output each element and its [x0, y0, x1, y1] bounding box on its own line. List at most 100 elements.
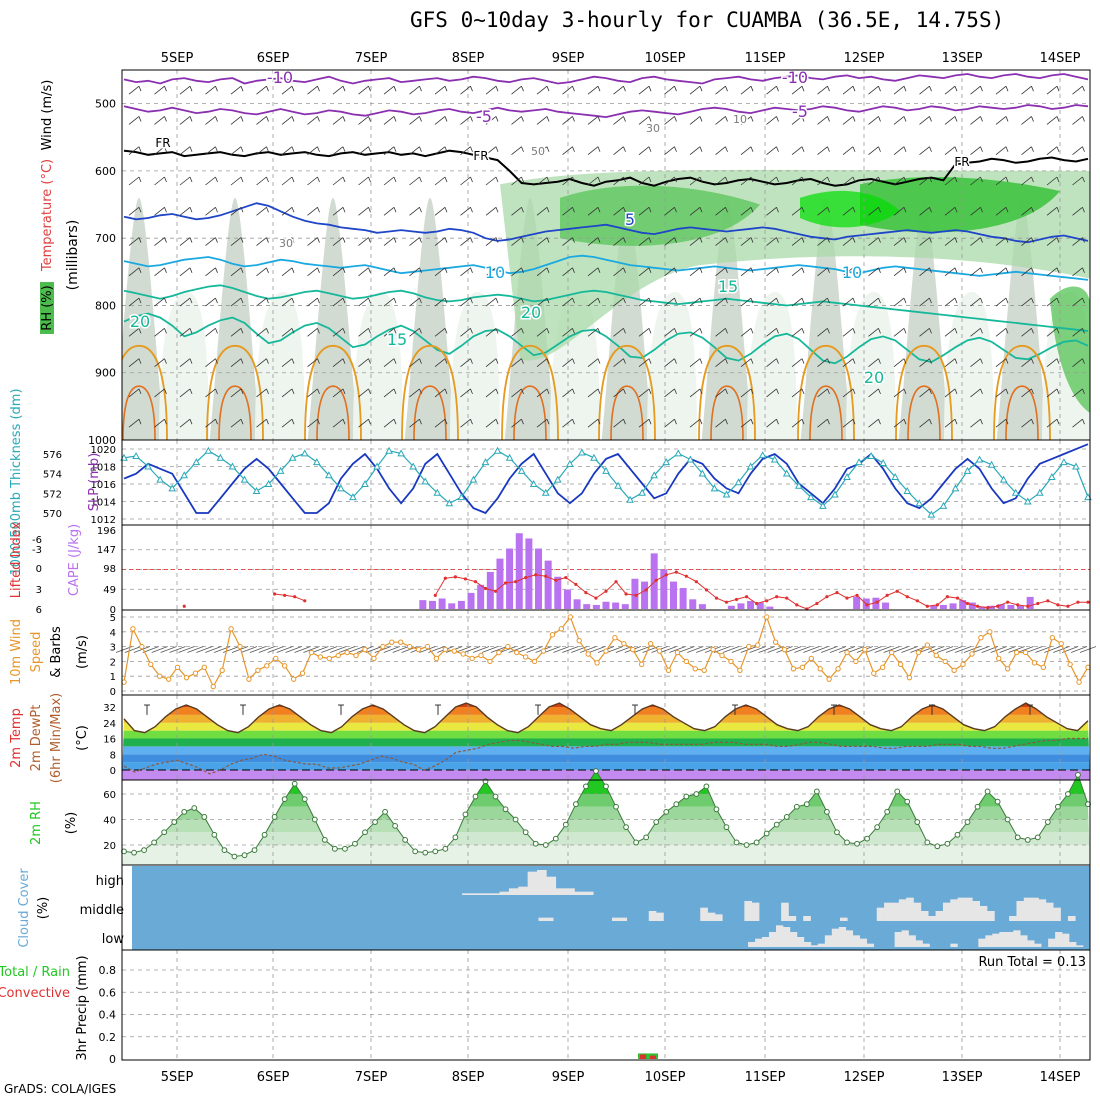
wind-barb	[944, 328, 956, 337]
wind-barb	[623, 267, 626, 273]
wind-barb	[368, 207, 371, 213]
cloud-bar	[656, 912, 664, 921]
wind-barb	[138, 207, 142, 213]
wind-barb	[878, 86, 881, 92]
wind-barb	[495, 297, 499, 304]
wind-barb	[817, 297, 828, 307]
rh2m-point	[412, 848, 419, 855]
wind-barb	[1072, 418, 1083, 428]
wind-barb	[740, 267, 752, 277]
isotherm-line	[598, 344, 656, 440]
wind-speed-point	[442, 646, 449, 653]
cloud-bar	[845, 930, 854, 947]
wind-barb	[929, 146, 932, 152]
wind-barb	[128, 328, 140, 337]
wind-speed-point	[326, 655, 332, 662]
axis-label: Speed	[29, 632, 44, 673]
wind-barb	[495, 419, 499, 425]
wind-barb	[868, 176, 879, 186]
wind-barb	[419, 207, 422, 213]
lifted-index-point	[835, 591, 839, 595]
wind-barb	[842, 116, 854, 125]
cloud-bar	[979, 906, 988, 921]
wind-barb	[393, 207, 397, 213]
wind-barb	[332, 388, 344, 398]
wind-barb	[409, 146, 420, 156]
rh2m-point	[472, 793, 479, 800]
rh2m-point	[542, 842, 549, 848]
wind-speed-point	[683, 658, 690, 665]
wind-barb	[638, 146, 650, 156]
wind-barb	[852, 86, 856, 92]
rh2m-point	[984, 788, 991, 795]
rh2m-point	[1075, 771, 1081, 778]
tick-label: 576	[43, 450, 62, 461]
wind-barb	[332, 85, 344, 95]
wind-speed-point	[1013, 649, 1020, 656]
wind-barb	[495, 207, 499, 213]
lifted-index-point	[996, 604, 1000, 608]
wind-barb	[725, 419, 728, 425]
rh2m-point	[663, 808, 670, 815]
wind-barb	[893, 176, 905, 186]
wind-barb	[240, 116, 244, 122]
cloud-bar	[518, 886, 528, 895]
cloud-bar	[891, 902, 900, 921]
wind-barb	[536, 237, 548, 246]
wind-barb	[725, 176, 728, 183]
wind-barb	[1026, 646, 1043, 653]
wind-barb	[230, 237, 242, 246]
cloud-bar	[1013, 930, 1021, 947]
wind-barb	[393, 358, 397, 364]
wind-speed-point	[424, 643, 431, 650]
wind-barb	[572, 86, 575, 92]
wind-barb	[776, 419, 779, 425]
wind-speed-point	[290, 676, 297, 682]
wind-barb	[868, 85, 879, 95]
wind-barb	[460, 418, 471, 428]
rh2m-point	[552, 835, 559, 842]
wind-speed-point	[433, 655, 440, 662]
axis-label: 2m DewPt	[29, 705, 44, 772]
wind-barb	[536, 146, 548, 156]
wind-barb	[495, 328, 499, 334]
slp-point	[1035, 488, 1044, 496]
axis-label: (6hr Min/Max)	[49, 693, 64, 783]
wind-barb	[587, 388, 599, 398]
wind-barb	[903, 146, 907, 152]
rh2m-point	[492, 793, 499, 800]
wind-barb	[919, 176, 930, 186]
wind-barb	[750, 86, 754, 92]
wind-barb	[240, 146, 244, 152]
wind-barb	[868, 237, 879, 246]
wind-barb	[240, 86, 244, 92]
wind-barb	[1021, 358, 1032, 367]
wind-barb	[990, 646, 1007, 653]
lifted-index-point	[755, 601, 759, 606]
wind-barb	[444, 358, 448, 364]
cape-bar	[939, 604, 947, 609]
wind-barb	[827, 86, 830, 92]
lifted-index-point	[1006, 600, 1010, 604]
wind-speed-point	[621, 640, 627, 647]
dewpoint-line	[123, 737, 1088, 775]
wind-barb	[715, 358, 726, 367]
wind-barb	[715, 267, 726, 277]
wind-barb	[230, 116, 242, 125]
cloud-bar	[838, 927, 847, 947]
wind-barb	[638, 388, 650, 398]
wind-barb	[332, 267, 344, 277]
slp-point	[879, 458, 887, 466]
wind-barb	[485, 297, 497, 307]
wind-barb	[358, 328, 369, 337]
wind-barb	[903, 388, 907, 395]
wind-barb	[307, 297, 318, 307]
wind-barb	[215, 86, 218, 92]
wind-barb	[572, 237, 575, 243]
wind-barb	[444, 116, 448, 122]
wind-barb	[725, 297, 728, 304]
slp-point	[807, 493, 815, 501]
date-tick-label: 6SEP	[257, 1070, 290, 1085]
wind-barb	[963, 646, 981, 653]
lifted-index-line	[274, 571, 1088, 610]
